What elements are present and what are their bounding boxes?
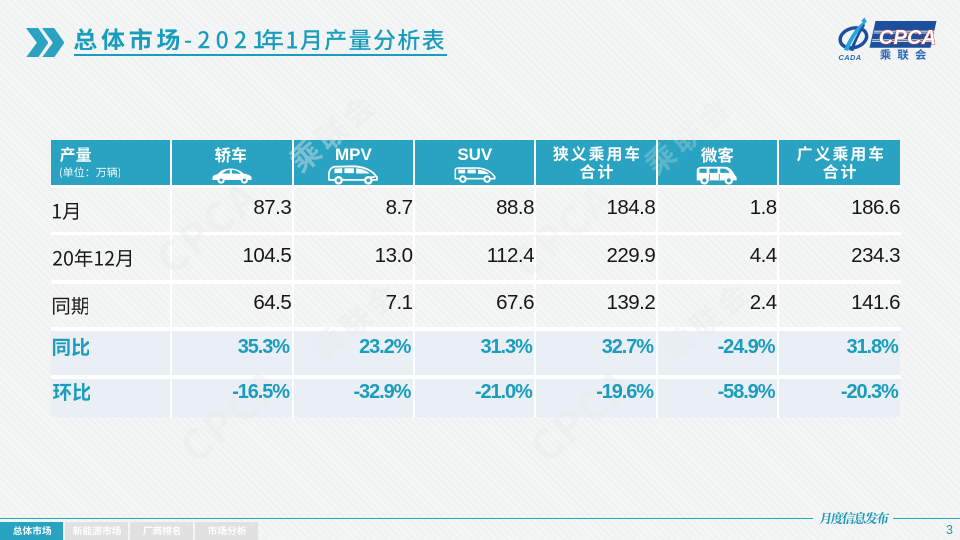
svg-text:CADA: CADA [839, 53, 862, 62]
svg-text:CPCA: CPCA [879, 27, 936, 49]
